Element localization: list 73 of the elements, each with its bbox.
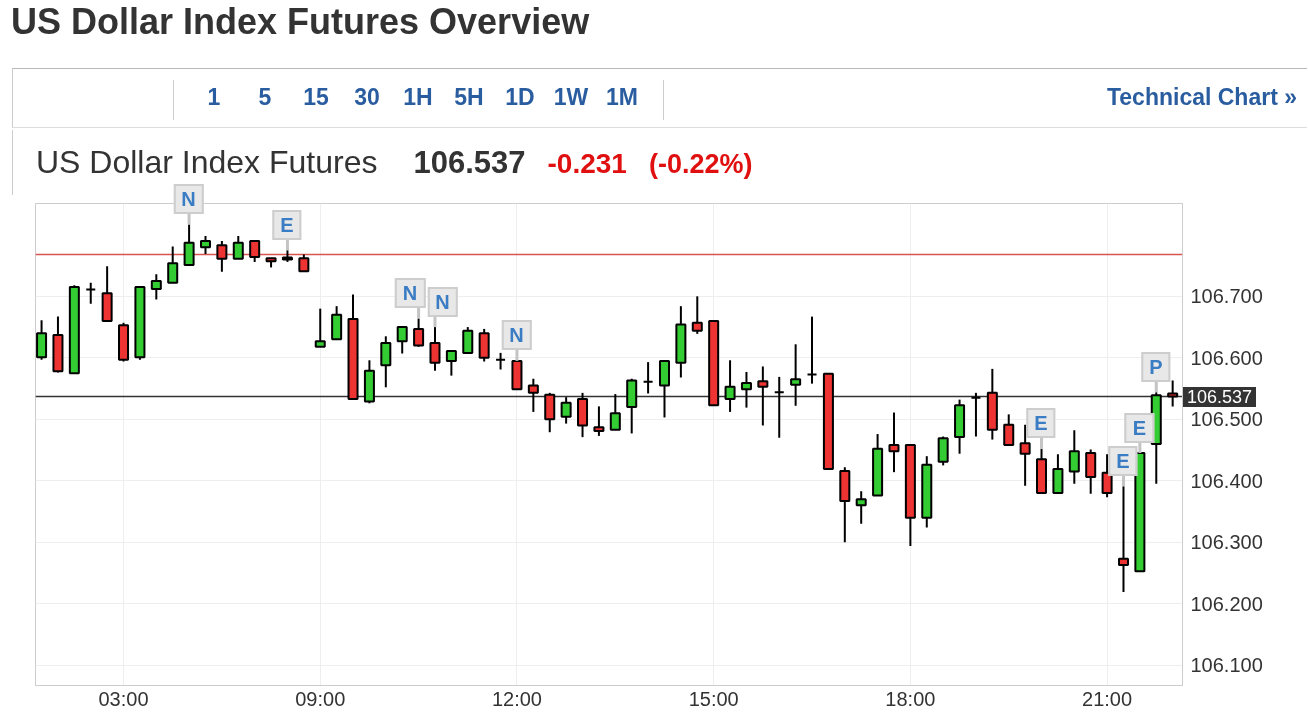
candlestick <box>1167 379 1179 408</box>
candlestick <box>740 370 752 409</box>
candlestick <box>937 435 949 467</box>
candlestick <box>806 315 818 385</box>
text: 5 <box>258 83 272 111</box>
text: E <box>1116 449 1130 472</box>
y-tick-label: 106.400 <box>1190 469 1263 492</box>
x-tick-label: 15:00 <box>688 687 739 710</box>
text: -0.231 <box>547 148 627 179</box>
y-tick-label: 106.700 <box>1190 285 1263 308</box>
text: N <box>509 324 524 347</box>
candlestick <box>36 319 48 361</box>
ref-line-label: 106.537 <box>1183 387 1257 407</box>
text: (-0.22%) <box>648 149 753 179</box>
candlestick <box>232 235 244 260</box>
candlestick <box>691 295 703 335</box>
candlestick <box>85 281 97 305</box>
text: 30 <box>354 83 380 111</box>
candlestick <box>167 245 179 284</box>
candlestick <box>642 361 654 395</box>
text: N <box>435 290 450 313</box>
candlestick <box>396 326 408 355</box>
candlestick <box>609 393 621 431</box>
x-tick-label: 21:00 <box>1082 687 1133 710</box>
text: E <box>1034 412 1048 435</box>
candlestick <box>527 377 539 413</box>
text: 1M <box>606 83 638 111</box>
y-tick-label: 106.300 <box>1190 531 1263 554</box>
candlestick <box>757 365 769 427</box>
text: 15 <box>303 83 329 111</box>
candlestick <box>1101 453 1113 499</box>
chart-title: US Dollar Index Futures Overview <box>10 0 590 42</box>
text: 1 <box>207 83 221 111</box>
candlestick <box>462 326 474 354</box>
y-tick-label: 106.200 <box>1190 592 1263 615</box>
text: 106.537 <box>413 145 526 180</box>
text: N <box>402 282 418 304</box>
candlestick <box>150 273 162 301</box>
text: N <box>181 187 196 210</box>
candlestick <box>216 240 228 273</box>
candlestick <box>1068 429 1080 485</box>
candlestick <box>314 307 326 348</box>
candlestick <box>773 375 785 439</box>
candlestick <box>888 411 900 474</box>
candlestick <box>724 359 736 413</box>
candlestick <box>1085 448 1097 495</box>
x-tick-label: 03:00 <box>98 687 149 710</box>
text: 5H <box>454 83 484 111</box>
y-tick-label: 106.500 <box>1190 408 1263 431</box>
x-tick-label: 12:00 <box>491 687 542 710</box>
text: E <box>1132 416 1147 439</box>
y-tick-label: 106.100 <box>1190 654 1263 677</box>
y-tick-label: 106.600 <box>1190 346 1263 369</box>
x-tick-label: 18:00 <box>885 687 936 710</box>
candlestick <box>790 343 802 407</box>
candlestick <box>1052 453 1064 495</box>
text: 1W <box>553 83 589 111</box>
x-tick-label: 09:00 <box>295 687 346 710</box>
candlestick <box>380 335 392 389</box>
chart-subtitle: US Dollar Index Futures <box>36 144 378 180</box>
candlestick <box>1019 423 1031 487</box>
text: E <box>280 213 294 236</box>
candlestick <box>249 240 261 263</box>
candlestick <box>560 396 572 425</box>
text: Technical Chart » <box>1106 83 1297 111</box>
text: 1H <box>403 83 433 111</box>
candlestick <box>855 490 867 525</box>
candlestick <box>593 405 605 437</box>
candlestick <box>970 391 982 438</box>
candlestick <box>445 350 457 377</box>
text: 1D <box>505 83 535 111</box>
candlestick <box>1003 413 1015 447</box>
text: P <box>1149 355 1163 378</box>
